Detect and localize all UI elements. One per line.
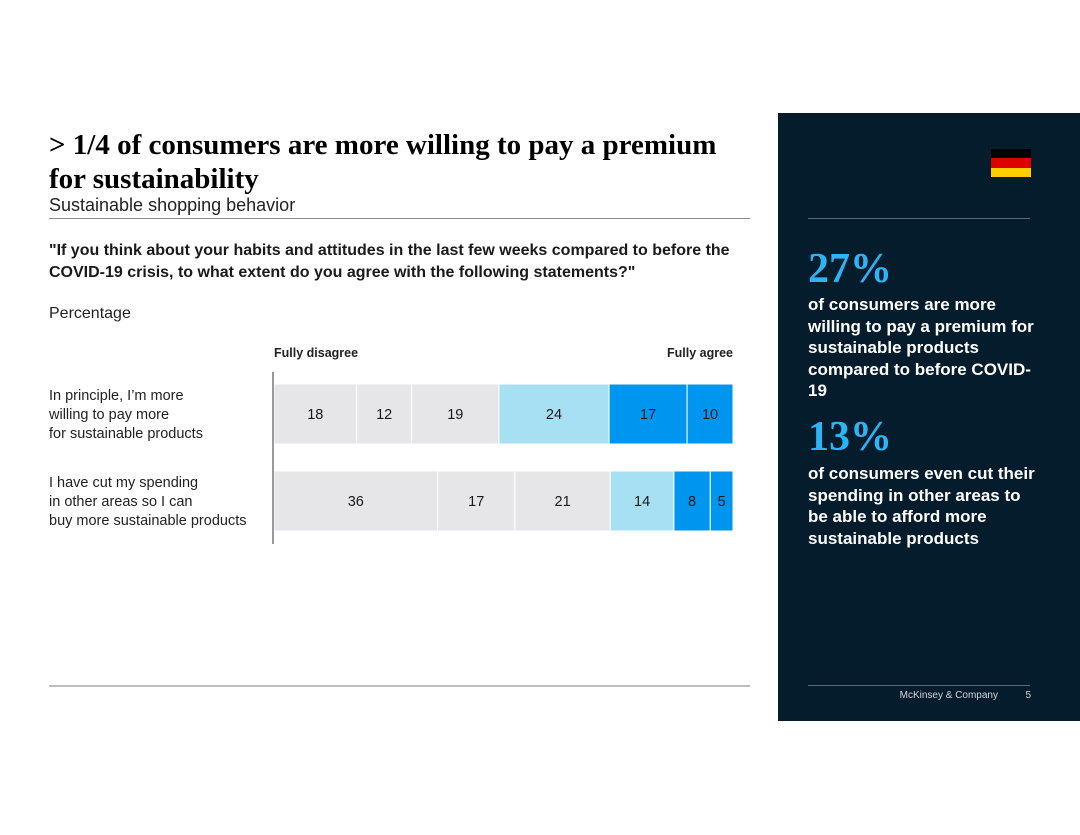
bar-value-label-r1-s2: 12: [376, 407, 392, 423]
bar-value-label-r2-s2: 17: [468, 494, 484, 510]
stat-value-13: 13%: [808, 414, 892, 460]
bar-segment-r1-s3: [411, 383, 500, 445]
title-divider: [49, 218, 750, 219]
row-label-willing-to-pay: In principle, I’m more willing to pay mo…: [49, 388, 203, 442]
survey-question: "If you think about your habits and atti…: [49, 242, 730, 281]
bar-segment-r1-s6: [686, 383, 734, 445]
bar-value-label-r2-s5: 8: [688, 494, 696, 510]
flag-stripe-bottom: [991, 167, 1031, 177]
footer-divider: [808, 685, 1030, 686]
bar-value-label-r1-s4: 24: [546, 407, 562, 423]
stat-text-13: of consumers even cut their spending in …: [808, 464, 1035, 548]
bar-value-label-r2-s3: 21: [555, 494, 571, 510]
brand-name: McKinsey & Company: [899, 690, 998, 701]
bar-value-label-r1-s6: 10: [702, 407, 718, 423]
bar-segment-r2-s2: [437, 470, 516, 532]
scale-label-agree: Fully agree: [667, 346, 733, 360]
bar-value-label-r2-s6: 5: [718, 494, 726, 510]
bar-segment-r2-s1: [273, 470, 439, 532]
page-title: > 1/4 of consumers are more willing to p…: [49, 129, 717, 195]
page-number: 5: [1025, 690, 1031, 701]
page-subtitle: Sustainable shopping behavior: [49, 195, 296, 215]
bar-value-label-r1-s5: 17: [640, 407, 656, 423]
bar-segment-r2-s3: [514, 470, 611, 532]
bar-segment-r1-s4: [498, 383, 610, 445]
bottom-divider: [49, 685, 750, 687]
key-insights-panel: 27% of consumers are more willing to pay…: [778, 113, 1080, 721]
scale-label-disagree: Fully disagree: [274, 346, 359, 360]
bar-value-label-r1-s1: 18: [307, 407, 323, 423]
flag-stripe-top: [991, 149, 1031, 159]
germany-flag-icon: [991, 149, 1031, 177]
stat-value-27: 27%: [808, 246, 892, 292]
bar-value-label-r2-s1: 36: [348, 494, 364, 510]
bar-segment-r2-s4: [609, 470, 675, 532]
flag-stripe-middle: [991, 158, 1031, 168]
stat-text-27: of consumers are more willing to pay a p…: [808, 295, 1034, 400]
row-label-cut-spending: I have cut my spending in other areas so…: [49, 475, 247, 529]
unit-label: Percentage: [49, 305, 131, 322]
bar-segment-r2-s6: [709, 470, 734, 532]
bar-value-label-r1-s3: 19: [447, 407, 463, 423]
bar-segment-r2-s5: [673, 470, 711, 532]
panel-divider: [808, 218, 1030, 219]
bar-value-label-r2-s4: 14: [634, 494, 650, 510]
bar-segment-r1-s2: [356, 383, 413, 445]
